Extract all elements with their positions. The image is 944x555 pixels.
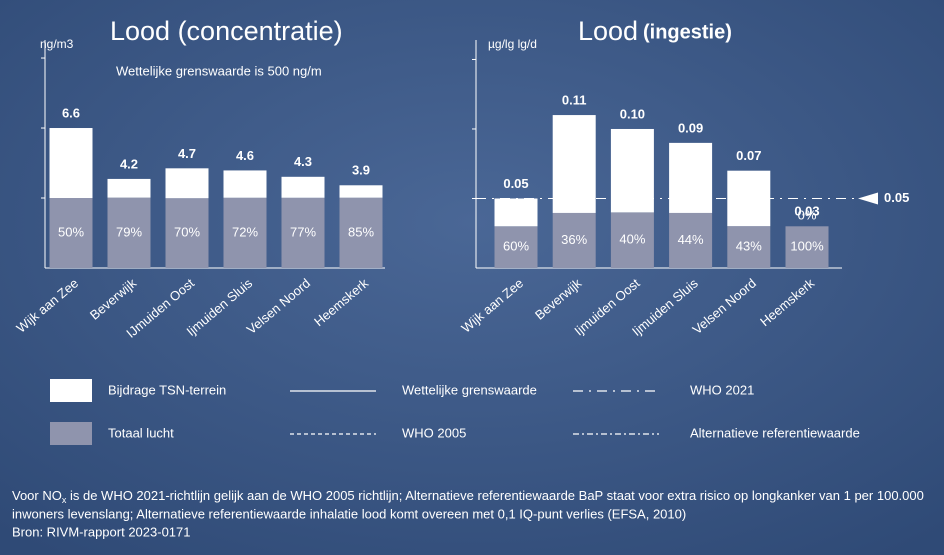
legend-label: WHO 2021 [690, 382, 754, 397]
bar-segment [223, 170, 267, 198]
segment-label: 64% [561, 155, 587, 170]
bar-segment [552, 212, 596, 268]
footnote-subscript: x [62, 495, 67, 505]
reference-label: 0.05 [884, 190, 909, 205]
bar-segment [494, 198, 538, 227]
chart-subtitle: (ingestie) [643, 21, 732, 43]
bar-segment [727, 170, 771, 227]
segment-label: 60% [619, 162, 645, 177]
bar-segment [339, 185, 383, 198]
segment-label: 79% [116, 224, 142, 239]
segment-label: 77% [290, 224, 316, 239]
y-axis-label: ng/m3 [40, 37, 74, 51]
segment-label: 30% [174, 175, 200, 190]
segment-label: 50% [58, 224, 84, 239]
segment-label: 15% [348, 183, 374, 198]
legend-label: WHO 2005 [402, 425, 466, 440]
legend-swatch [50, 422, 92, 445]
footnote: Bron: RIVM-rapport 2023-0171 [12, 524, 190, 539]
footnote: Voor NOx is de WHO 2021-richtlijn gelijk… [12, 488, 924, 505]
bar-segment [785, 226, 829, 268]
bar-segment [281, 197, 325, 268]
segment-label: 60% [503, 239, 529, 254]
annotation: Wettelijke grenswaarde is 500 ng/m [116, 63, 322, 78]
bar-segment [49, 198, 93, 268]
segment-label: 72% [232, 224, 258, 239]
segment-label: 23% [290, 179, 316, 194]
chart-title: Lood [578, 16, 638, 46]
segment-label: 28% [232, 176, 258, 191]
bar-segment [610, 212, 654, 268]
total-label: 3.9 [352, 163, 370, 178]
legend-label: Alternatieve referentiewaarde [690, 425, 860, 440]
bar-segment [669, 212, 713, 268]
segment-label: 40% [619, 232, 645, 247]
total-label: 4.2 [120, 156, 138, 171]
bar-segment [610, 128, 654, 213]
segment-label: 36% [561, 232, 587, 247]
segment-label: 56% [678, 169, 704, 184]
total-label: 0.05 [503, 176, 528, 191]
segment-label: 40% [503, 204, 529, 219]
segment-label: 21% [116, 180, 142, 195]
total-label: 4.6 [236, 148, 254, 163]
segment-label: 0% [798, 208, 817, 223]
segment-label: 57% [736, 190, 762, 205]
bar-segment [165, 168, 209, 199]
legend-label: Totaal lucht [108, 425, 174, 440]
footnote: inwoners levenslang; Alternatieve refere… [12, 506, 686, 521]
total-label: 0.07 [736, 148, 761, 163]
y-axis-label: µg/lg lg/d [488, 37, 537, 51]
bar-segment [727, 226, 771, 268]
legend-swatch [50, 379, 92, 402]
total-label: 6.6 [62, 105, 80, 120]
total-label: 4.7 [178, 146, 196, 161]
reference-arrow [858, 192, 878, 205]
total-label: 0.03 [794, 204, 819, 219]
total-label: 0.09 [678, 120, 703, 135]
total-label: 4.3 [294, 154, 312, 169]
bar-segment [165, 198, 209, 268]
segment-label: 44% [678, 232, 704, 247]
bar-segment [49, 128, 93, 199]
segment-label: 43% [736, 239, 762, 254]
segment-label: 85% [348, 224, 374, 239]
legend-label: Bijdrage TSN-terrein [108, 382, 226, 397]
total-label: 0.11 [562, 93, 587, 108]
bar-segment [107, 178, 151, 198]
bar-segment [494, 226, 538, 268]
bar-segment [107, 197, 151, 268]
bar-segment [223, 197, 267, 268]
segment-label: 70% [174, 225, 200, 240]
total-label: 0.10 [620, 106, 645, 121]
legend-label: Wettelijke grenswaarde [402, 382, 537, 397]
bar-segment [339, 197, 383, 268]
segment-label: 100% [790, 239, 824, 254]
footnote-text: Voor NO [12, 488, 62, 503]
segment-label: 50% [58, 154, 84, 169]
bar-segment [281, 176, 325, 198]
bar-segment [552, 115, 596, 213]
bar-segment [669, 142, 713, 213]
footnote-text: is de WHO 2021-richtlijn gelijk aan de W… [66, 488, 924, 503]
chart-title: Lood (concentratie) [110, 16, 343, 46]
